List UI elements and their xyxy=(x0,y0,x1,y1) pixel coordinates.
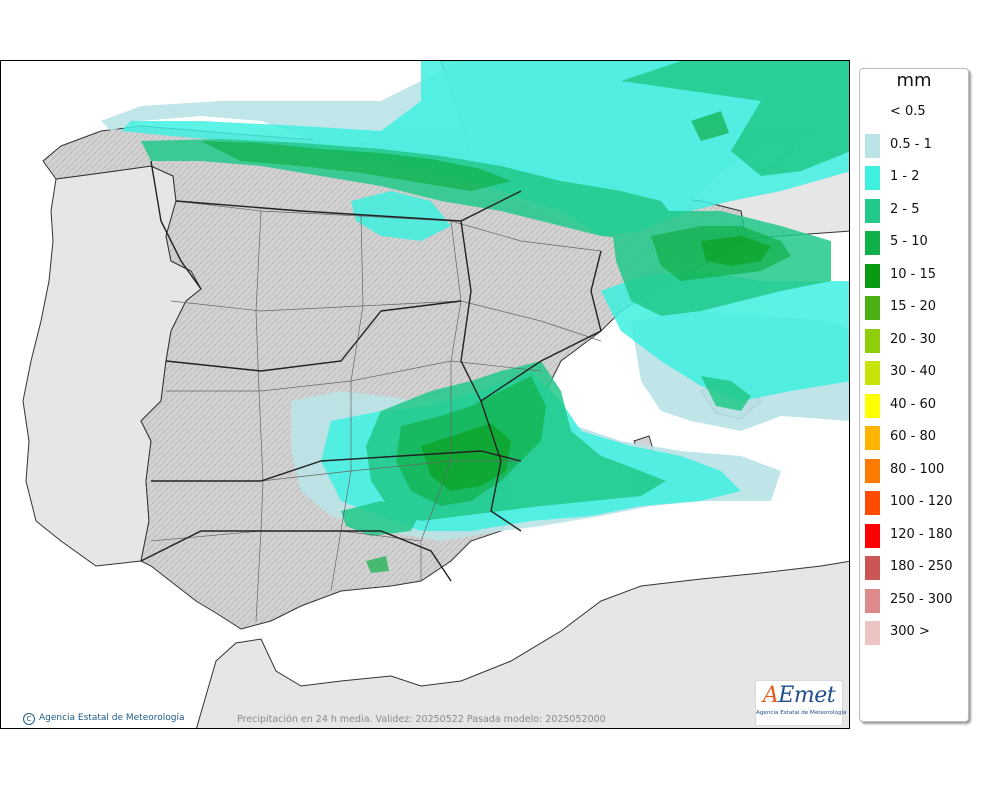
legend-label: 20 - 30 xyxy=(890,331,937,347)
legend-label: 300 > xyxy=(890,624,930,639)
legend-swatch xyxy=(865,133,880,158)
legend-item: 5 - 10 xyxy=(860,227,968,255)
legend-label: 10 - 15 xyxy=(890,266,937,282)
legend-swatch xyxy=(865,393,880,418)
legend-label: 250 - 300 xyxy=(890,591,953,607)
legend-label: 30 - 40 xyxy=(890,364,937,379)
precip-10-15 xyxy=(421,236,771,491)
legend-item: 30 - 40 xyxy=(860,357,968,385)
legend-swatch xyxy=(865,361,880,385)
legend-swatch xyxy=(865,263,880,288)
legend-swatch xyxy=(865,328,880,353)
legend-label: 180 - 250 xyxy=(890,559,953,574)
legend-item: 15 - 20 xyxy=(860,292,968,320)
legend-item: < 0.5 xyxy=(860,97,968,123)
legend-swatch xyxy=(865,296,880,320)
legend-label: 80 - 100 xyxy=(890,461,945,477)
legend-item: 80 - 100 xyxy=(860,455,968,483)
legend-label: 0.5 - 1 xyxy=(890,136,932,152)
legend-item: 120 - 180 xyxy=(860,520,968,548)
legend-label: 100 - 120 xyxy=(890,494,953,509)
legend-item: 0.5 - 1 xyxy=(860,130,968,158)
legend-swatch xyxy=(865,231,880,255)
legend-label: 5 - 10 xyxy=(890,234,928,249)
region-borders xyxy=(150,200,602,622)
legend-swatch xyxy=(865,491,880,515)
legend-item: 10 - 15 xyxy=(860,260,968,288)
legend-item: 60 - 80 xyxy=(860,422,968,450)
map-validity-caption: Precipitación en 24 h media. Validez: 20… xyxy=(237,714,606,725)
legend-label: < 0.5 xyxy=(890,104,926,119)
copyright-notice: C Agencia Estatal de Meteorología xyxy=(23,713,185,725)
community-borders xyxy=(140,160,602,582)
legend-label: 15 - 20 xyxy=(890,299,937,314)
aemet-logo: AEmet Agencia Estatal de Meteorología xyxy=(755,680,847,726)
legend-swatch xyxy=(865,198,880,223)
legend-item: 300 > xyxy=(860,617,968,645)
legend-label: 2 - 5 xyxy=(890,201,920,217)
legend-item: 40 - 60 xyxy=(860,390,968,418)
legend-swatch xyxy=(865,621,880,645)
legend-item: 2 - 5 xyxy=(860,195,968,223)
legend-item: 100 - 120 xyxy=(860,487,968,515)
logo-wordmark: AEmet xyxy=(762,683,836,708)
precipitation-legend: mm < 0.5 0.5 - 1 1 - 2 2 - 5 5 - 10 10 - 15 15… xyxy=(859,68,969,722)
copyright-text: Agencia Estatal de Meteorología xyxy=(39,713,185,723)
legend-item: 250 - 300 xyxy=(860,585,968,613)
north-africa-landmass xyxy=(196,560,849,728)
legend-swatch xyxy=(865,426,880,450)
legend-swatch xyxy=(865,458,880,483)
map-canvas xyxy=(22,61,849,728)
legend-swatch xyxy=(865,166,880,190)
legend-item: 180 - 250 xyxy=(860,552,968,580)
copyright-icon: C xyxy=(23,713,35,725)
legend-item: 20 - 30 xyxy=(860,325,968,353)
legend-label: 40 - 60 xyxy=(890,396,937,412)
legend-label: 1 - 2 xyxy=(890,169,920,184)
precipitation-map: C Agencia Estatal de Meteorología Precipi… xyxy=(0,60,850,729)
legend-swatch xyxy=(865,523,880,548)
legend-label: 60 - 80 xyxy=(890,429,937,444)
legend-swatch xyxy=(865,556,880,580)
legend-item: 1 - 2 xyxy=(860,162,968,190)
legend-unit: mm xyxy=(896,70,932,91)
legend-label: 120 - 180 xyxy=(890,526,953,542)
logo-subtitle: Agencia Estatal de Meteorología xyxy=(756,710,847,716)
legend-swatch xyxy=(865,101,880,125)
legend-swatch xyxy=(865,588,880,613)
